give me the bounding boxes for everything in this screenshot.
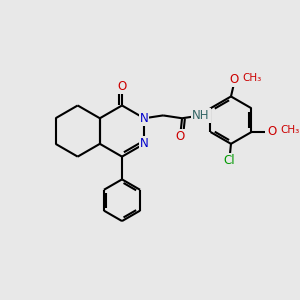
Text: NH: NH <box>192 109 210 122</box>
Text: N: N <box>140 112 148 125</box>
Text: CH₃: CH₃ <box>242 73 262 82</box>
Text: Cl: Cl <box>223 154 235 167</box>
Text: N: N <box>140 137 148 150</box>
Text: O: O <box>176 130 185 143</box>
Text: O: O <box>229 73 239 86</box>
Text: O: O <box>117 80 127 93</box>
Text: O: O <box>268 125 277 139</box>
Text: CH₃: CH₃ <box>281 125 300 135</box>
